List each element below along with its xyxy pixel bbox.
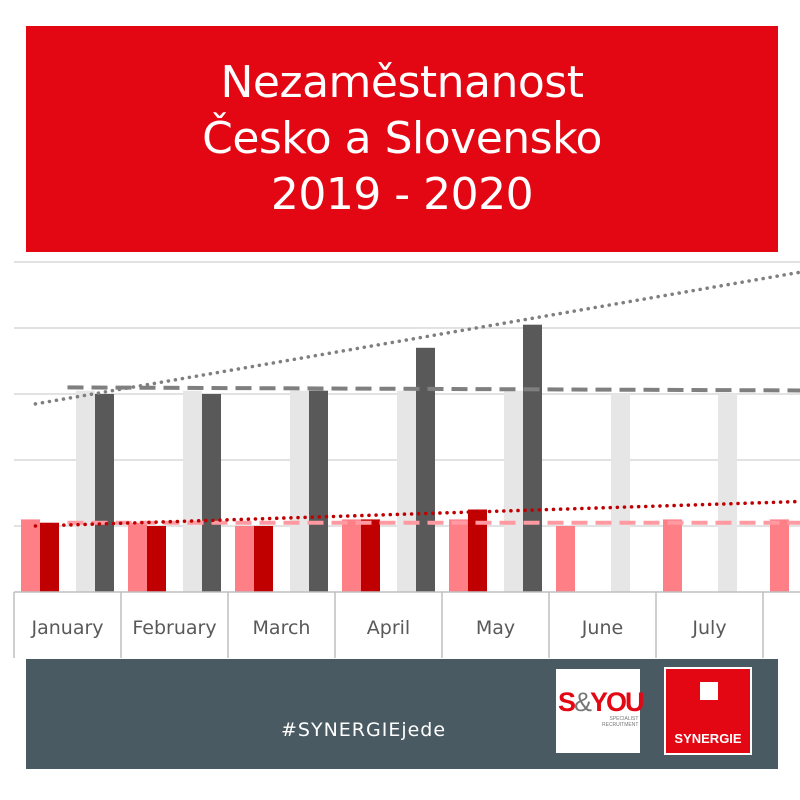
x-tick-label: March — [253, 617, 311, 639]
hashtag: #SYNERGIEjede — [281, 719, 447, 741]
bar — [128, 522, 147, 592]
synergie-logo-square — [700, 682, 718, 700]
bar — [663, 519, 682, 592]
bar — [254, 526, 273, 592]
bar-chart: JanuaryFebruaryMarchAprilMayJuneJulyAu — [13, 261, 800, 658]
bar — [416, 347, 435, 592]
bar — [235, 526, 254, 592]
bar — [523, 324, 542, 592]
trend-line — [33, 270, 800, 406]
bar — [397, 390, 416, 592]
bar — [449, 519, 468, 592]
bar — [468, 509, 487, 592]
synergie-logo: SYNERGIE — [664, 667, 752, 755]
x-tick-label: May — [476, 617, 515, 639]
bar — [504, 390, 523, 592]
bar — [611, 394, 630, 592]
title-line-3: 2019 - 2020 — [270, 169, 534, 220]
bar — [770, 519, 789, 592]
x-tick-label: April — [367, 617, 410, 639]
bar — [183, 390, 202, 592]
bar — [309, 390, 328, 592]
bar — [202, 394, 221, 592]
syou-logo-subtitle: SPECIALIST RECRUITMENT — [602, 716, 639, 728]
bar — [95, 394, 114, 592]
bar — [556, 526, 575, 592]
x-tick-label: February — [132, 617, 216, 639]
x-tick-label: June — [581, 617, 623, 639]
bar — [361, 519, 380, 592]
syou-logo: S&YOU SPECIALIST RECRUITMENT — [556, 669, 645, 753]
syou-logo-text: S&YOU — [558, 687, 645, 717]
x-tick-label: July — [691, 617, 726, 639]
title-line-2: Česko a Slovensko — [202, 113, 602, 164]
title-line-1: Nezaměstnanost — [220, 57, 584, 108]
bar — [718, 394, 737, 592]
bar — [40, 522, 59, 592]
synergie-logo-text: SYNERGIE — [674, 731, 742, 746]
title-banner: Nezaměstnanost Česko a Slovensko 2019 - … — [26, 26, 778, 252]
footer-bar: #SYNERGIEjede S&YOU SPECIALIST RECRUITME… — [26, 659, 778, 769]
bar — [21, 519, 40, 592]
dashed-line — [67, 385, 800, 393]
bar — [290, 390, 309, 592]
bar — [147, 526, 166, 592]
trend-line — [33, 499, 800, 528]
bar — [342, 519, 361, 592]
bar — [76, 390, 95, 592]
x-tick-label: January — [30, 617, 103, 639]
